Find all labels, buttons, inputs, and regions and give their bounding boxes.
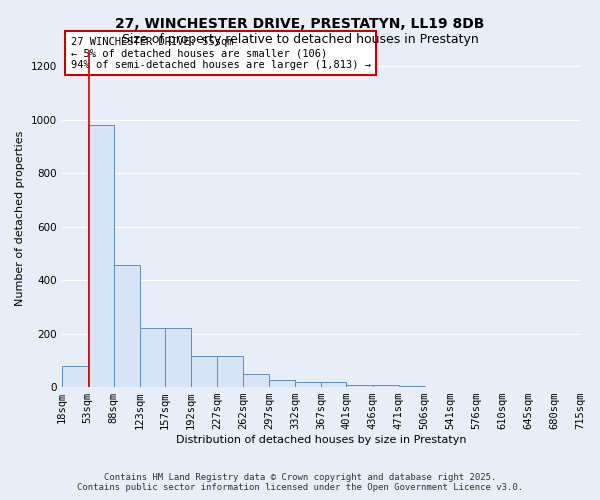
Bar xyxy=(217,356,243,387)
Text: 27, WINCHESTER DRIVE, PRESTATYN, LL19 8DB: 27, WINCHESTER DRIVE, PRESTATYN, LL19 8D… xyxy=(115,18,485,32)
Text: 27 WINCHESTER DRIVE: 55sqm
← 5% of detached houses are smaller (106)
94% of semi: 27 WINCHESTER DRIVE: 55sqm ← 5% of detac… xyxy=(71,36,371,70)
Bar xyxy=(62,366,88,387)
Bar xyxy=(373,385,398,387)
Bar xyxy=(191,356,217,387)
Bar xyxy=(269,380,295,387)
Title: 27, WINCHESTER DRIVE, PRESTATYN, LL19 8DB
Size of property relative to detached : 27, WINCHESTER DRIVE, PRESTATYN, LL19 8D… xyxy=(0,499,1,500)
Bar xyxy=(398,386,425,387)
Bar xyxy=(114,266,140,387)
Bar xyxy=(140,328,165,387)
Bar xyxy=(243,374,269,387)
Bar xyxy=(321,382,346,387)
Y-axis label: Number of detached properties: Number of detached properties xyxy=(15,131,25,306)
Bar xyxy=(88,125,114,387)
Text: Size of property relative to detached houses in Prestatyn: Size of property relative to detached ho… xyxy=(122,32,478,46)
Bar xyxy=(346,385,373,387)
Bar xyxy=(295,382,321,387)
Text: Contains HM Land Registry data © Crown copyright and database right 2025.
Contai: Contains HM Land Registry data © Crown c… xyxy=(77,473,523,492)
X-axis label: Distribution of detached houses by size in Prestatyn: Distribution of detached houses by size … xyxy=(176,435,466,445)
Bar xyxy=(165,328,191,387)
